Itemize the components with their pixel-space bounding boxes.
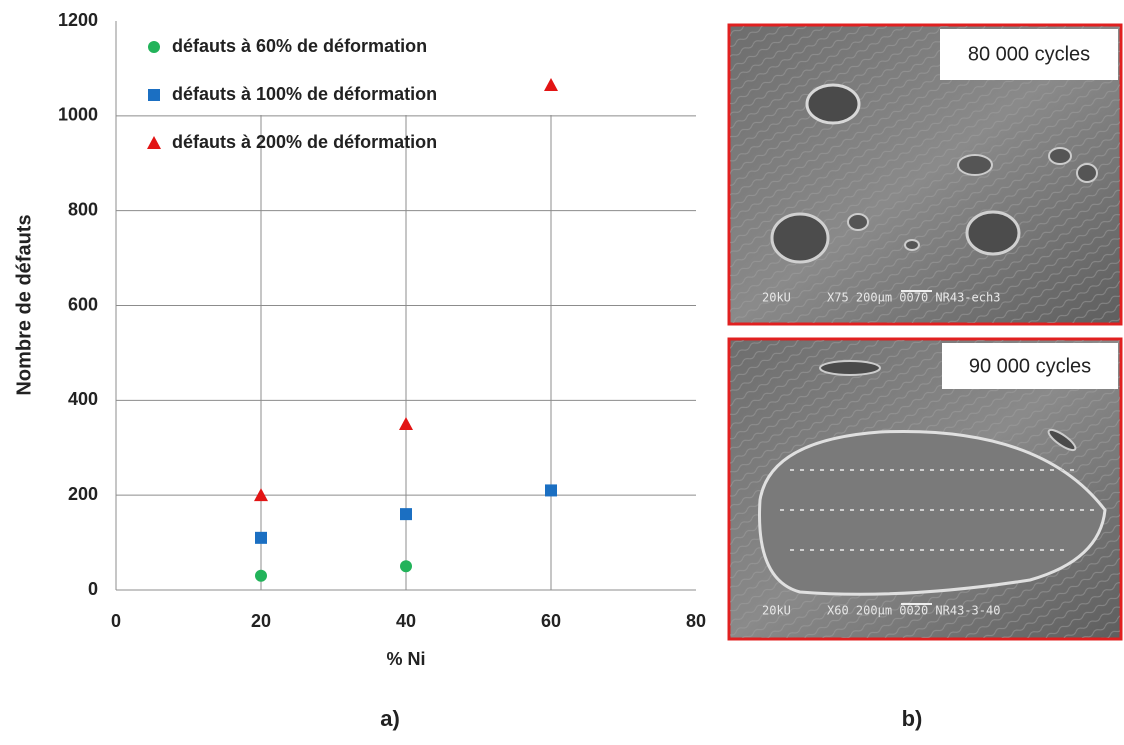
y-axis-label: Nombre de défauts — [13, 214, 35, 395]
x-tick-label: 20 — [251, 611, 271, 631]
point — [255, 569, 267, 582]
x-tick-label: 60 — [541, 611, 561, 631]
sem-info: 20kU X60 200μm 0020 NR43-3-40 — [762, 604, 1000, 618]
panel-caption: 80 000 cycles — [968, 43, 1090, 65]
legend-label: défauts à 100% de déformation — [172, 84, 437, 104]
y-tick-label: 200 — [68, 484, 98, 504]
y-tick-label: 1000 — [58, 105, 98, 125]
y-tick-label: 1200 — [58, 10, 98, 30]
x-tick-label: 80 — [686, 611, 706, 631]
point — [254, 488, 268, 502]
y-tick-label: 600 — [68, 294, 98, 314]
point — [544, 78, 558, 92]
panel-label: a) — [380, 706, 400, 731]
y-tick-label: 0 — [88, 579, 98, 599]
y-tick-label: 800 — [68, 199, 98, 219]
x-axis-label: % Ni — [386, 649, 425, 669]
legend-label: défauts à 60% de déformation — [172, 36, 427, 56]
point — [148, 89, 160, 101]
point — [147, 136, 161, 149]
point — [399, 417, 413, 431]
x-tick-label: 40 — [396, 611, 416, 631]
y-tick-label: 400 — [68, 389, 98, 409]
plot — [115, 21, 696, 591]
sem-image — [727, 337, 1123, 641]
sem-info: 20kU X75 200μm 0070 NR43-ech3 — [762, 291, 1000, 305]
point — [545, 484, 557, 497]
x-tick-label: 0 — [111, 611, 121, 631]
legend-label: défauts à 200% de déformation — [172, 132, 437, 152]
panel-caption: 90 000 cycles — [969, 355, 1091, 377]
sem-image — [727, 23, 1123, 326]
point — [400, 508, 412, 521]
panel-label: b) — [902, 706, 923, 731]
point — [400, 560, 412, 573]
point — [148, 41, 160, 53]
point — [255, 531, 267, 544]
